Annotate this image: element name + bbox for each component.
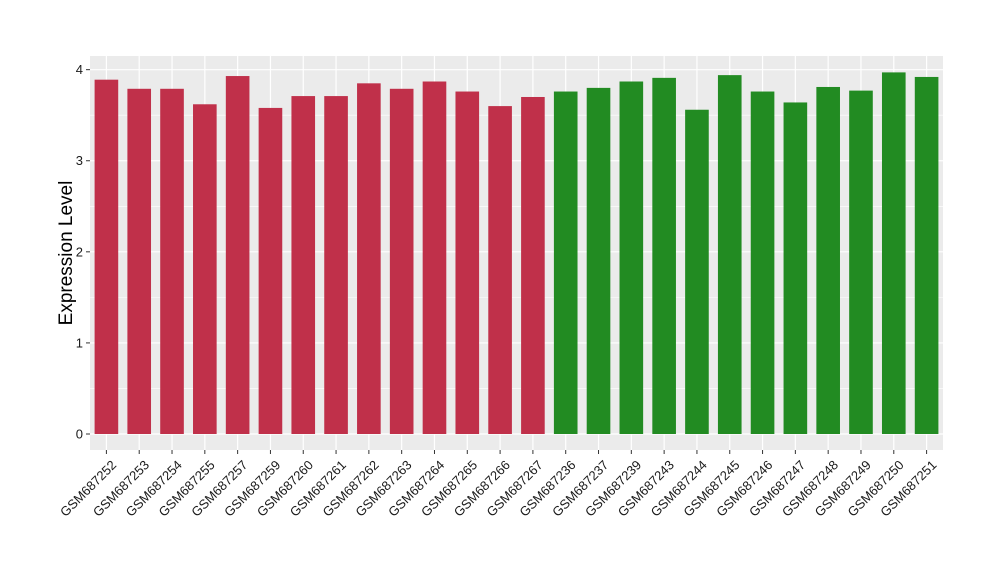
bar-GSM687267: [521, 96, 545, 435]
y-tick-label: 4: [76, 62, 83, 77]
bar-GSM687260: [291, 96, 316, 434]
bars: [94, 72, 939, 435]
bar-GSM687243: [652, 77, 676, 435]
y-tick-label: 2: [76, 244, 83, 259]
y-axis: 0 1 2 3 4: [76, 62, 90, 442]
bar-GSM687248: [816, 86, 840, 434]
bar-GSM687253: [127, 88, 152, 435]
bar-GSM687237: [586, 87, 611, 434]
bar-GSM687236: [553, 91, 578, 434]
bar-GSM687262: [357, 83, 381, 434]
bar-GSM687246: [750, 91, 775, 434]
bar-GSM687254: [160, 88, 184, 435]
bar-GSM687244: [685, 109, 709, 435]
y-tick-label: 0: [76, 427, 83, 442]
bar-GSM687266: [488, 106, 512, 435]
x-axis: GSM687252GSM687253GSM687254GSM687255GSM6…: [57, 450, 940, 520]
y-tick-label: 3: [76, 153, 83, 168]
bar-GSM687264: [422, 81, 447, 435]
y-tick-label: 1: [76, 335, 83, 350]
bar-GSM687249: [849, 90, 873, 434]
bar-GSM687250: [881, 72, 906, 435]
bar-GSM687247: [783, 102, 808, 435]
bar-GSM687251: [914, 76, 939, 434]
bar-GSM687252: [94, 79, 119, 434]
bar-GSM687263: [389, 88, 414, 435]
bar-GSM687259: [258, 107, 283, 434]
bar-GSM687255: [193, 104, 217, 435]
y-axis-title: Expression Level: [56, 181, 77, 326]
bar-GSM687257: [225, 76, 250, 435]
bar-GSM687265: [455, 91, 480, 434]
bar-GSM687261: [324, 96, 348, 434]
bar-GSM687245: [717, 75, 742, 434]
bar-GSM687239: [619, 81, 644, 435]
